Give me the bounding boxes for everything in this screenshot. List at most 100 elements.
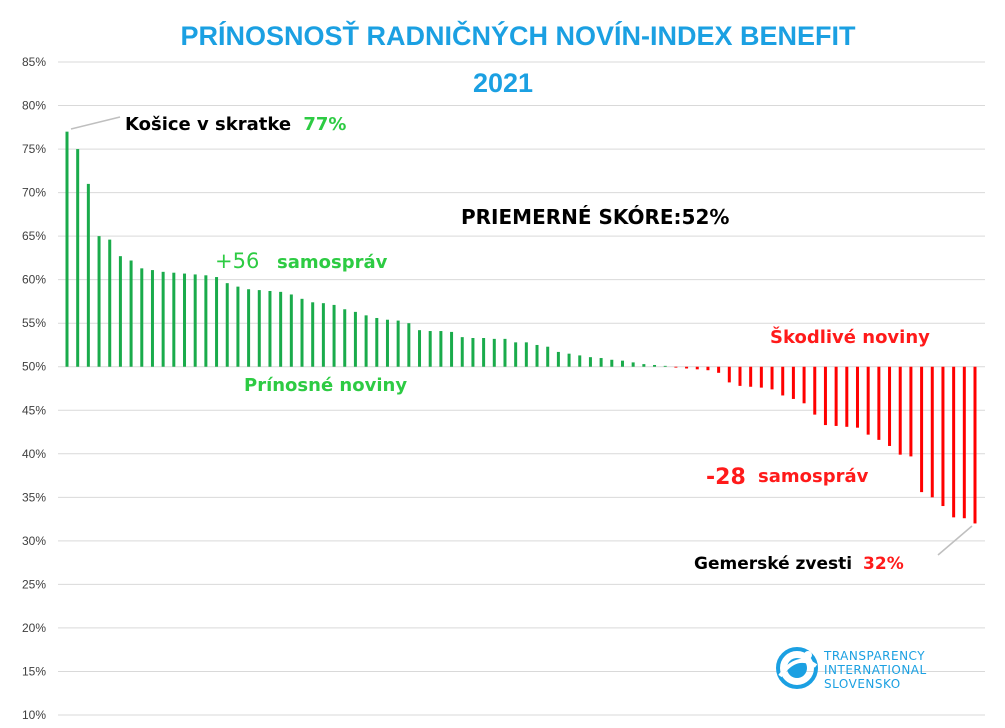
bar — [332, 304, 336, 367]
bar — [460, 337, 464, 367]
gridlines — [58, 61, 985, 716]
bar — [962, 366, 966, 519]
bar — [225, 283, 229, 367]
bar — [781, 366, 785, 396]
bar — [129, 260, 133, 367]
bar — [407, 323, 411, 367]
logo-line-1: TRANSPARENCY — [823, 649, 925, 663]
bottom-annotation-value: 32% — [863, 554, 904, 574]
bar — [385, 319, 389, 367]
y-tick-label: 65% — [22, 229, 46, 243]
bar — [770, 366, 774, 390]
bar — [791, 366, 795, 399]
top-annotation: Košice v skratke 77% — [125, 114, 346, 135]
bar — [396, 320, 400, 367]
bar — [759, 366, 763, 388]
bar — [161, 271, 165, 367]
bottom-callout-line — [937, 525, 973, 556]
y-tick-label: 70% — [22, 186, 46, 200]
y-tick-label: 40% — [22, 447, 46, 461]
y-tick-label: 55% — [22, 316, 46, 330]
benefit-label: Prínosné noviny — [244, 375, 407, 396]
bar — [631, 362, 635, 367]
bar — [514, 342, 518, 367]
bar — [215, 277, 219, 367]
y-tick-label: 80% — [22, 99, 46, 113]
bar — [941, 366, 945, 507]
bar — [546, 346, 550, 367]
y-tick-label: 30% — [22, 534, 46, 548]
bar — [866, 366, 870, 435]
transparency-international-logo: TRANSPARENCY INTERNATIONAL SLOVENSKO — [776, 647, 927, 691]
bar — [503, 338, 507, 367]
bar — [877, 366, 881, 440]
y-tick-label: 45% — [22, 403, 46, 417]
bar — [418, 330, 422, 367]
y-tick-label: 60% — [22, 273, 46, 287]
bar — [749, 366, 753, 387]
bar — [706, 366, 710, 371]
bar — [653, 364, 657, 367]
bar — [97, 236, 101, 367]
bar — [727, 366, 731, 383]
y-tick-label: 10% — [22, 708, 46, 722]
bar — [920, 366, 924, 493]
globe-figure-icon — [776, 647, 818, 689]
bar — [642, 364, 646, 367]
bar — [738, 366, 742, 386]
bar — [428, 331, 432, 367]
bar — [247, 289, 251, 367]
top-callout-line — [70, 116, 121, 130]
logo-line-2: INTERNATIONAL — [824, 663, 927, 677]
bar — [898, 366, 902, 455]
bar — [695, 366, 699, 370]
bar — [674, 366, 678, 368]
bar — [353, 311, 357, 367]
bar — [172, 272, 176, 367]
bar — [204, 275, 208, 367]
bar — [620, 360, 624, 367]
bar — [471, 338, 475, 367]
top-annotation-name: Košice v skratke — [125, 114, 291, 135]
bar — [855, 366, 859, 428]
average-score-label: PRIEMERNÉ SKÓRE:52% — [461, 205, 729, 229]
bar — [813, 366, 817, 415]
bar — [588, 357, 592, 367]
bar — [321, 303, 325, 367]
y-axis-tick-labels: 10% 15% 20% 25% 30% 35% 40% 45% 50% 55% 60% 65% 70% 7… — [22, 55, 46, 722]
bar — [717, 366, 721, 373]
y-tick-label: 85% — [22, 55, 46, 69]
bar — [578, 355, 582, 367]
bars — [65, 131, 977, 524]
bar — [140, 268, 144, 367]
bar — [685, 366, 689, 369]
bar — [150, 270, 154, 367]
bar — [343, 309, 347, 367]
bar — [524, 342, 528, 367]
bar — [183, 273, 187, 367]
y-tick-label: 35% — [22, 490, 46, 504]
bar — [108, 239, 112, 367]
bar — [268, 290, 272, 367]
y-tick-label: 25% — [22, 577, 46, 591]
plus-count-word: samospráv — [277, 252, 388, 273]
y-tick-label: 15% — [22, 664, 46, 678]
bottom-annotation: Gemerské zvesti 32% — [694, 554, 904, 574]
bar — [439, 331, 443, 367]
bar — [289, 294, 293, 367]
y-tick-label: 75% — [22, 142, 46, 156]
bar — [236, 286, 240, 367]
bar — [556, 351, 560, 367]
y-tick-label: 20% — [22, 621, 46, 635]
bar — [610, 359, 614, 367]
bar — [482, 338, 486, 367]
bar — [663, 365, 667, 367]
bar — [375, 317, 379, 367]
bar — [193, 274, 197, 367]
bar — [76, 149, 80, 367]
bar — [599, 358, 603, 367]
bar — [888, 366, 892, 446]
bar — [300, 298, 304, 367]
bar — [311, 302, 315, 367]
